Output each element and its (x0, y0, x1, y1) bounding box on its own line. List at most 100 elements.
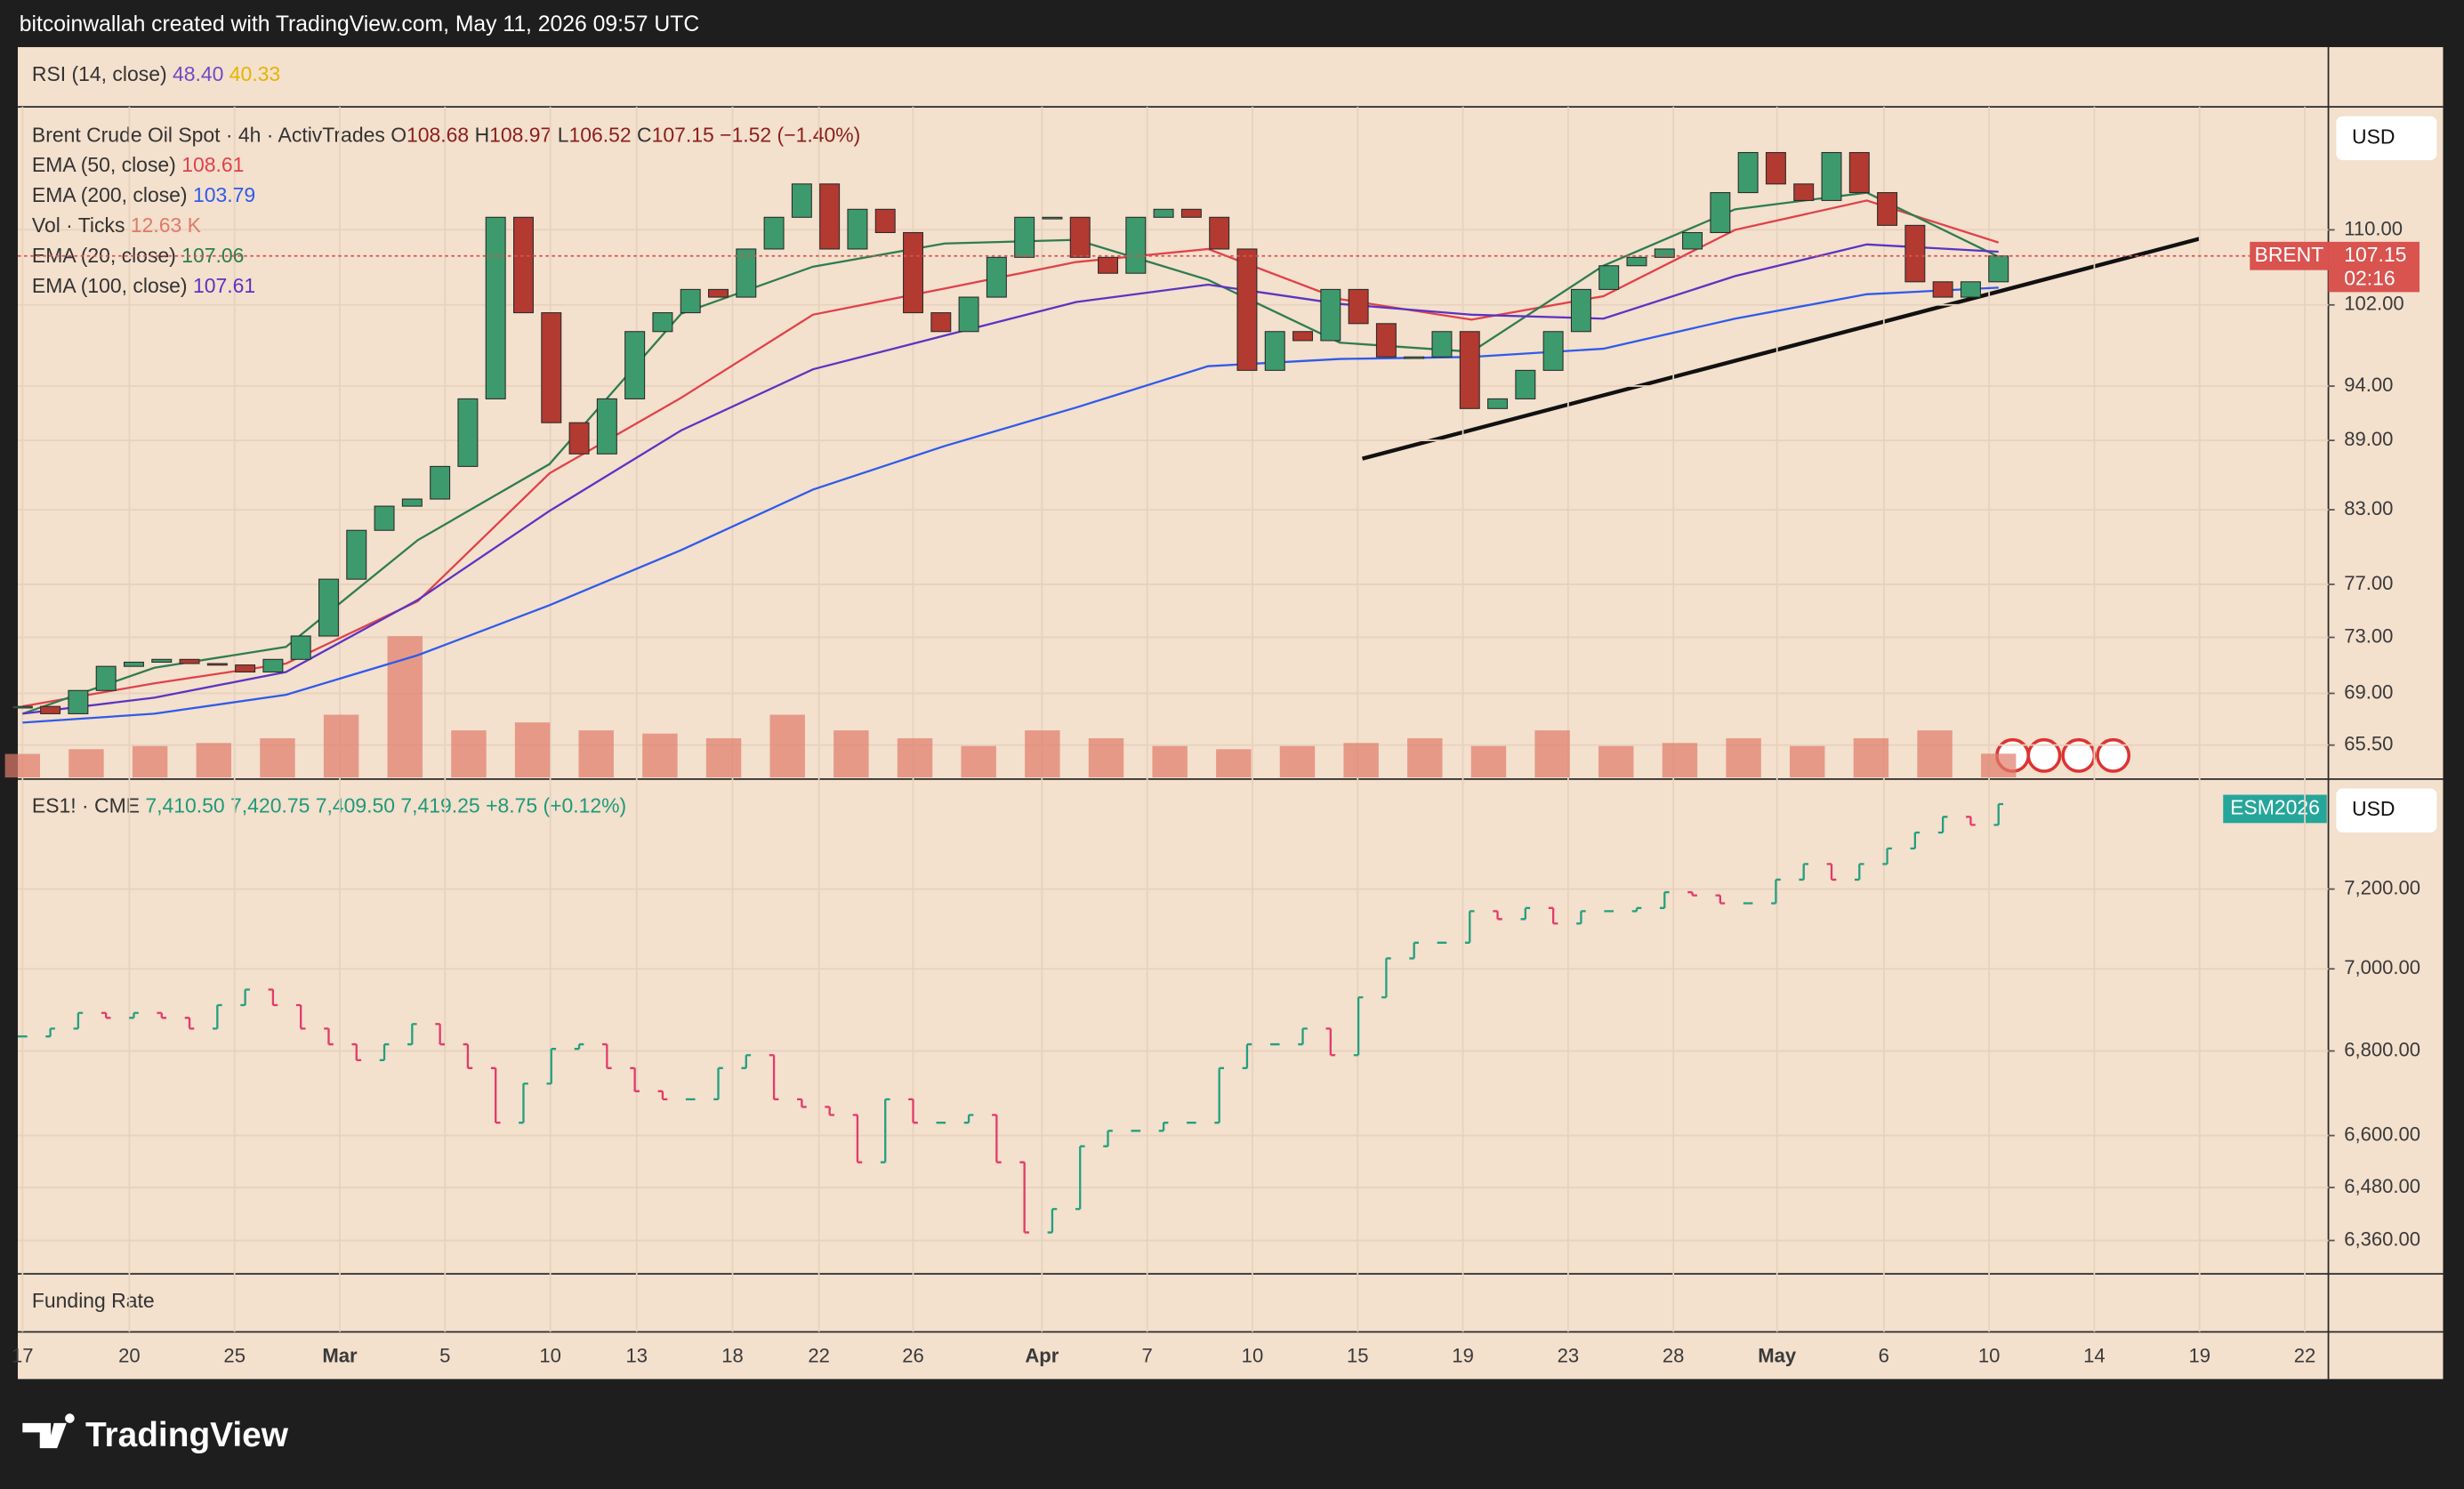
candle (1348, 288, 1369, 325)
candle (958, 296, 979, 333)
volume-bar (1343, 743, 1379, 778)
button-bg[interactable] (2336, 788, 2437, 833)
candle (12, 705, 33, 709)
ohlc-value: 108.97 (489, 124, 552, 147)
candle (1654, 248, 1675, 258)
ohlc-bar (992, 1114, 1002, 1163)
y-tick-label: 7,200.00 (2344, 876, 2420, 898)
candle (1515, 369, 1536, 399)
ohlc-bar (1298, 1027, 1308, 1046)
y-tick-label: 6,800.00 (2344, 1038, 2420, 1060)
legend-name: Vol · Ticks (32, 213, 125, 237)
currency[interactable]: USD (2352, 797, 2395, 820)
candle (457, 398, 479, 467)
ohlc-bar (574, 1042, 584, 1050)
legend-entry: EMA (200, close) 103.79 (32, 183, 255, 206)
ohlc-bar (713, 1066, 723, 1101)
candle (262, 658, 284, 673)
candle (903, 231, 923, 314)
ohlc-bar (1103, 1130, 1113, 1147)
legend-name: EMA (200, close) (32, 183, 188, 206)
x-tick-label: 18 (721, 1344, 744, 1366)
candle (847, 208, 868, 250)
ohlc-bar (1771, 878, 1781, 905)
ema-line (22, 286, 1999, 724)
candle (318, 578, 339, 637)
candle (874, 208, 896, 234)
ohlc-bar (1937, 816, 1948, 834)
ohlc-bar (157, 1011, 167, 1019)
volume-bar (323, 714, 359, 778)
ohlc-value: 7,410.50 (145, 794, 224, 817)
volume-bar (514, 722, 551, 778)
volume-bar (897, 738, 933, 778)
y-tick-label: 77.00 (2344, 572, 2393, 594)
ohlc-bar (741, 1054, 752, 1069)
candle (1042, 216, 1063, 220)
x-tick-label: 10 (539, 1344, 561, 1366)
ohlc-bar (1464, 910, 1475, 944)
candle (1180, 208, 1202, 218)
ohlc-bar (797, 1098, 807, 1108)
pane-borders (18, 46, 2444, 1380)
candle (1904, 224, 1926, 283)
candle (1236, 248, 1258, 371)
volume-bar (961, 745, 996, 778)
y-tick-label: 102.00 (2344, 293, 2404, 315)
volume-bar (451, 730, 487, 778)
ohlc-value: 7,420.75 (230, 794, 310, 817)
ohlc-bar (825, 1106, 834, 1116)
ohlc-bar (852, 1114, 863, 1163)
ohlc-bar (351, 1042, 362, 1062)
usd-button[interactable]: USD (2336, 788, 2437, 833)
candle (235, 664, 256, 673)
usd-button[interactable]: USD (2336, 116, 2437, 161)
candle (206, 663, 228, 666)
ohlc-bar (1966, 816, 1976, 826)
ohlc-bar (240, 988, 250, 1007)
candle (1570, 288, 1591, 333)
volume-bar (68, 749, 104, 778)
candle (1292, 331, 1314, 342)
candle (568, 422, 590, 455)
ohlc-bar (1075, 1145, 1085, 1211)
button-bg[interactable] (2336, 116, 2437, 161)
price-tag-bg (2328, 241, 2420, 293)
ohlc-value: 106.52 (568, 124, 631, 147)
ohlc-bar (546, 1048, 557, 1085)
candle (1765, 151, 1786, 185)
ohlc-bar (963, 1114, 974, 1124)
volume-bar (1025, 730, 1060, 778)
y-tick-label: 7,000.00 (2344, 956, 2420, 978)
volume-bar (769, 714, 805, 778)
volume-bar (1216, 749, 1252, 778)
candle (123, 661, 144, 667)
volume-bar (1662, 743, 1698, 778)
volume-bar (1853, 738, 1889, 778)
candle (485, 216, 506, 399)
candle (763, 216, 785, 250)
volume-bar (1407, 738, 1443, 778)
legend-value: 12.63 K (131, 213, 202, 237)
candle (1988, 255, 2009, 283)
candle (1209, 216, 1230, 250)
x-tick-label: 22 (2294, 1344, 2316, 1366)
trendline (1362, 237, 2201, 461)
ohlc-bar (324, 1027, 334, 1046)
x-tick-label: 19 (1452, 1344, 1474, 1366)
volume-bar (260, 738, 295, 778)
volume-bar (1279, 745, 1316, 778)
candle (374, 505, 395, 531)
legend-name: EMA (20, close) (32, 244, 176, 267)
ohlc-value: 7,409.50 (316, 794, 395, 817)
brent-title: Brent Crude Oil Spot · 4h · ActivTrades (32, 124, 385, 147)
ohlc-bar (1854, 863, 1864, 881)
x-tick-label: 22 (808, 1344, 830, 1366)
candle (95, 665, 117, 691)
ohlc-bar (880, 1098, 890, 1163)
candle (1682, 231, 1703, 250)
volume-bar (1790, 745, 1825, 778)
ohlc-bar (435, 1023, 445, 1046)
candle (596, 398, 617, 455)
currency[interactable]: USD (2352, 125, 2395, 148)
